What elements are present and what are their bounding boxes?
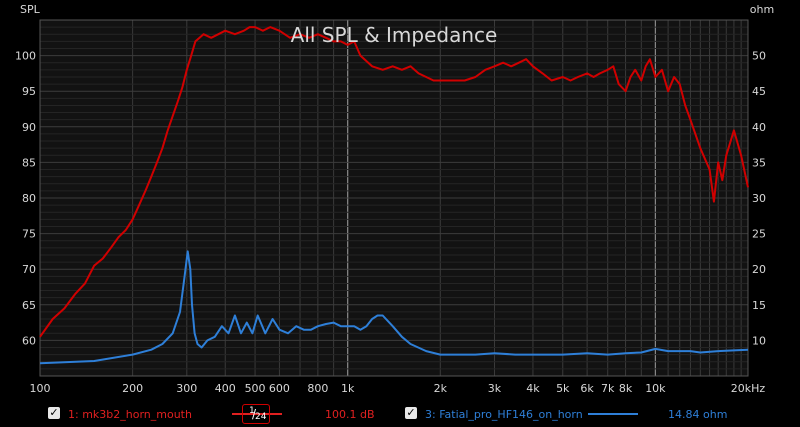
grid <box>39 19 749 377</box>
x-tick-label: 200 <box>122 382 143 395</box>
series-layer <box>39 26 749 365</box>
series-3-checkbox[interactable]: ✓ <box>405 406 417 419</box>
x-tick-label: 4k <box>526 382 540 395</box>
y2-tick-label: 15 <box>752 299 766 312</box>
x-tick-label: 100 <box>30 382 51 395</box>
x-tick-label: 3k <box>488 382 502 395</box>
x-tick-label: 5k <box>556 382 570 395</box>
spl-line <box>39 26 749 338</box>
series-1-checkbox[interactable]: ✓ <box>48 406 60 419</box>
smoothing-button[interactable]: 1 / 24 <box>242 404 270 424</box>
series-1-swatch <box>232 413 282 415</box>
y-axis-label: SPL <box>20 3 41 16</box>
y2-tick-label: 30 <box>752 192 766 205</box>
y2-axis-label: ohm <box>750 3 774 16</box>
y2-tick-label: 35 <box>752 156 766 169</box>
smoothing-slash: / <box>252 407 257 421</box>
x-tick-label: 2k <box>434 382 448 395</box>
y2-tick-label: 50 <box>752 50 766 63</box>
x-tick-label: 500 <box>245 382 266 395</box>
y-tick-label: 100 <box>15 50 36 63</box>
x-tick-label: 10k <box>645 382 666 395</box>
plot-frame <box>39 19 749 377</box>
smoothing-numerator: 1 <box>249 406 255 416</box>
series-3-value: 14.84 ohm <box>668 408 728 421</box>
chart-title: All SPL & Impedance <box>291 23 498 47</box>
series-3-label: 3: Fatial_pro_HF146_on_horn <box>425 408 583 421</box>
y2-tick-label: 10 <box>752 334 766 347</box>
x-tick-label: 300 <box>176 382 197 395</box>
y2-tick-label: 40 <box>752 121 766 134</box>
y2-tick-label: 45 <box>752 85 766 98</box>
series-1-value: 100.1 dB <box>325 408 375 421</box>
x-tick-label: 400 <box>215 382 236 395</box>
impedance-line <box>39 250 749 365</box>
y-tick-label: 80 <box>22 192 36 205</box>
series-1-label: 1: mk3b2_horn_mouth <box>68 408 192 421</box>
x-tick-label: 20kHz <box>731 382 766 395</box>
y2-tick-label: 20 <box>752 263 766 276</box>
y-tick-label: 90 <box>22 121 36 134</box>
x-tick-label: 6k <box>580 382 594 395</box>
x-tick-label: 8k <box>619 382 633 395</box>
x-tick-label: 600 <box>269 382 290 395</box>
y-tick-label: 75 <box>22 228 36 241</box>
y2-tick-label: 25 <box>752 228 766 241</box>
y-tick-label: 65 <box>22 299 36 312</box>
y-tick-label: 60 <box>22 334 36 347</box>
x-tick-label: 1k <box>341 382 355 395</box>
smoothing-denominator: 24 <box>255 412 267 422</box>
chart: 100 200 300 400 500 600 800 1k 2k 3k 4k 5k 6k 7k 8k 10k… <box>15 3 775 395</box>
y-tick-label: 95 <box>22 85 36 98</box>
y-tick-label: 85 <box>22 156 36 169</box>
x-tick-label: 800 <box>307 382 328 395</box>
axis-labels: 100 200 300 400 500 600 800 1k 2k 3k 4k 5k 6k 7k 8k 10k… <box>15 50 766 395</box>
legend: ✓ 1: mk3b2_horn_mouth 1 / 24 100.1 dB ✓ … <box>0 400 800 427</box>
y-tick-label: 70 <box>22 263 36 276</box>
x-tick-label: 7k <box>601 382 615 395</box>
series-3-swatch <box>588 413 638 415</box>
